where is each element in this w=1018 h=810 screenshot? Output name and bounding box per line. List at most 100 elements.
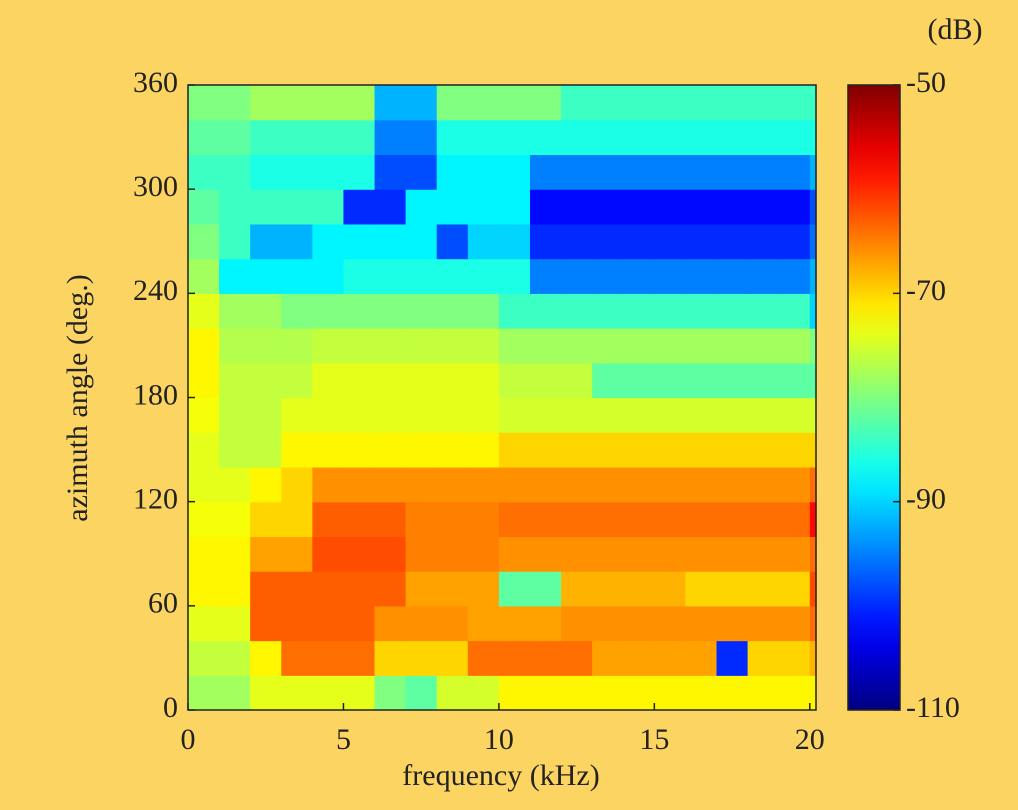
heatmap-cell [374,397,407,433]
heatmap-cell [809,397,817,433]
heatmap-cell [219,397,251,433]
heatmap-cell [343,189,376,225]
heatmap-cell [436,501,469,537]
heatmap-cell [250,536,282,572]
heatmap-cell [685,189,718,225]
heatmap-cell [716,119,749,156]
heatmap-cell [561,675,593,711]
heatmap-cell [529,362,562,399]
heatmap-cell [312,571,345,607]
heatmap-cell [561,258,593,294]
heatmap-cell [592,85,624,121]
heatmap-cell [778,293,811,329]
heatmap-cell [654,640,687,676]
heatmap-cell [188,605,220,642]
y-tick-label: 180 [133,378,178,411]
heatmap-cell [498,605,531,642]
heatmap-cell [219,466,251,503]
heatmap-cell [529,119,562,156]
heatmap-cell [188,432,220,468]
heatmap-cell [592,189,624,225]
heatmap-cell [716,466,749,503]
heatmap-cell [498,362,531,399]
heatmap-cell [623,223,655,260]
heatmap-cell [374,258,407,294]
heatmap-cell [281,432,313,468]
heatmap-cell [498,223,531,260]
heatmap-cell [529,605,562,642]
heatmap-cell [561,571,593,607]
heatmap-cell [654,293,687,329]
heatmap-cell [219,119,251,156]
heatmap-cell [592,223,624,260]
heatmap-cell [685,536,718,572]
heatmap-cell [592,362,624,399]
heatmap-cell [778,466,811,503]
heatmap-cell [747,675,780,711]
heatmap-cell [374,362,407,399]
heatmap-cell [188,571,220,607]
heatmap-cell [592,397,624,433]
heatmap-cell [778,397,811,433]
heatmap-cell [219,362,251,399]
heatmap-cell [219,571,251,607]
heatmap-cell [312,119,345,156]
heatmap-cell [343,536,376,572]
heatmap-cell [436,189,469,225]
heatmap-cell [250,189,282,225]
heatmap-cell [250,466,282,503]
heatmap-cell [778,501,811,537]
colorbar-tick-label: -70 [906,274,946,307]
heatmap-cell [747,640,780,676]
heatmap-cell [188,328,220,364]
heatmap-cell [561,189,593,225]
heatmap-cell [561,85,593,121]
heatmap-cell [561,397,593,433]
heatmap-cell [747,571,780,607]
heatmap-cell [343,223,376,260]
y-axis-label: azimuth angle (deg.) [61,274,94,521]
heatmap-cell [685,675,718,711]
heatmap-cell [561,501,593,537]
heatmap-cell [716,640,749,676]
heatmap-cell [250,432,282,468]
heatmap-cell [219,432,251,468]
heatmap-cell [809,362,817,399]
heatmap-cell [281,501,313,537]
heatmap-cell [716,293,749,329]
heatmap-cell [467,119,500,156]
heatmap-cell [778,328,811,364]
heatmap-cell [312,258,345,294]
heatmap-cell [219,85,251,121]
heatmap-cell [498,328,531,364]
heatmap-cell [281,605,313,642]
heatmap-cell [188,675,220,711]
heatmap-cell [747,223,780,260]
heatmap-cell [312,189,345,225]
heatmap-cell [250,119,282,156]
heatmap-cell [529,571,562,607]
heatmap-cell [592,466,624,503]
heatmap-cell [654,675,687,711]
heatmap-cell [374,571,407,607]
heatmap-cell [716,154,749,190]
heatmap-cell [654,85,687,121]
heatmap-cell [809,536,817,572]
heatmap-cell [219,293,251,329]
heatmap-cell [623,258,655,294]
heatmap-cell [250,605,282,642]
heatmap-cell [312,397,345,433]
heatmap-cell [809,675,817,711]
y-tick-label: 0 [163,691,178,724]
heatmap-cell [219,154,251,190]
heatmap-cell [467,85,500,121]
x-tick-label: 5 [336,723,351,756]
heatmap-cell [188,501,220,537]
heatmap-cell [623,466,655,503]
heatmap-cell [529,640,562,676]
heatmap-cell [498,293,531,329]
heatmap-cell [250,223,282,260]
heatmap-cell [467,223,500,260]
